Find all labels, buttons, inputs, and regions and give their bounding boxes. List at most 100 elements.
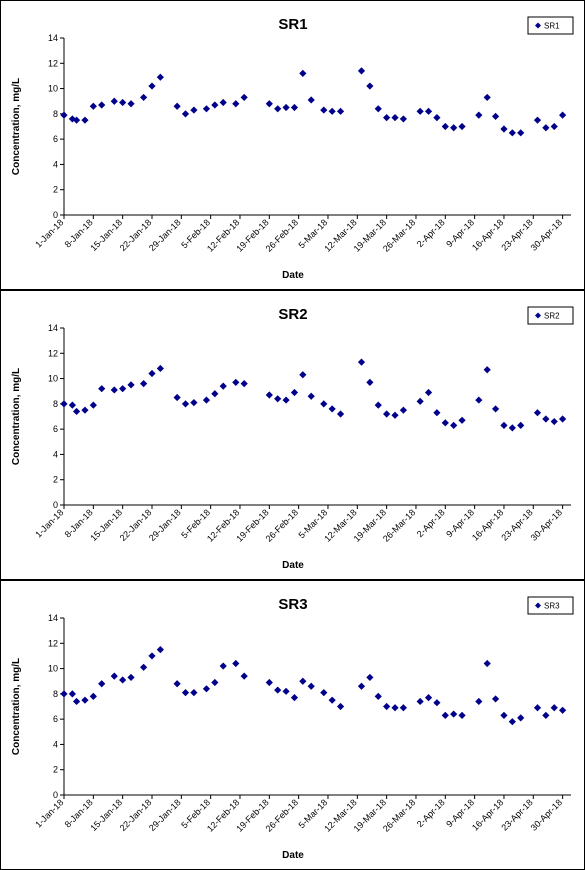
data-point	[274, 105, 282, 113]
data-point	[357, 358, 366, 366]
data-point	[156, 73, 164, 81]
y-axis-label: Concentration, mg/L	[11, 78, 22, 175]
data-point	[81, 696, 89, 704]
data-point	[290, 694, 299, 702]
data-point	[517, 714, 525, 722]
data-point	[441, 122, 449, 131]
data-point	[173, 680, 181, 688]
data-point	[559, 706, 567, 714]
data-point	[391, 114, 399, 122]
data-point	[374, 692, 382, 700]
data-point	[202, 396, 211, 404]
data-point	[491, 405, 500, 413]
data-point	[140, 93, 148, 102]
y-tick-label: 4	[53, 159, 58, 169]
data-point	[320, 688, 328, 697]
chart-sr1: SR1024681012141-Jan-188-Jan-1815-Jan-182…	[11, 16, 574, 281]
data-point	[559, 415, 567, 423]
legend: SR1	[527, 16, 574, 35]
data-point	[148, 652, 156, 660]
data-point	[416, 107, 424, 115]
data-point	[68, 690, 76, 698]
data-point	[517, 421, 525, 429]
x-tick-label: 1-Jan-18	[33, 797, 65, 829]
y-tick-label: 0	[53, 210, 58, 220]
legend-label: SR3	[544, 602, 560, 611]
data-point	[181, 688, 190, 697]
y-axis-label: Concentration, mg/L	[11, 658, 22, 755]
data-point	[383, 702, 391, 711]
y-tick-label: 8	[53, 689, 58, 699]
x-tick-label: 2-Apr-18	[415, 507, 447, 539]
y-tick-label: 0	[53, 790, 58, 800]
data-point	[533, 116, 542, 124]
data-point	[265, 678, 273, 687]
y-tick-label: 10	[48, 84, 58, 94]
y-tick-label: 4	[53, 449, 58, 459]
data-point	[500, 711, 508, 719]
legend-marker	[535, 602, 541, 609]
data-point	[219, 662, 227, 670]
data-point	[399, 704, 407, 712]
data-point	[173, 102, 181, 110]
y-tick-label: 6	[53, 714, 58, 724]
data-point	[232, 100, 240, 108]
x-tick-label: 30-Apr-18	[529, 217, 564, 252]
y-tick-label: 2	[53, 475, 58, 485]
legend-marker	[535, 22, 541, 29]
legend-box	[527, 596, 574, 615]
series-sr3	[60, 646, 567, 726]
data-point	[89, 401, 97, 409]
data-point	[299, 69, 307, 77]
y-tick-label: 12	[48, 348, 58, 358]
data-point	[320, 106, 328, 114]
data-point	[336, 410, 345, 418]
data-point	[232, 659, 240, 668]
data-point	[483, 93, 491, 102]
data-point	[328, 696, 336, 704]
data-point	[307, 392, 315, 400]
chart-sr3: SR3024681012141-Jan-188-Jan-1815-Jan-182…	[11, 596, 574, 861]
x-tick-label: 30-Apr-18	[529, 797, 564, 832]
data-point	[60, 111, 68, 119]
y-tick-label: 10	[48, 664, 58, 674]
data-point	[517, 129, 525, 137]
y-tick-label: 14	[48, 323, 58, 333]
data-point	[559, 111, 567, 119]
data-point	[374, 401, 382, 409]
data-point	[89, 692, 97, 700]
data-point	[458, 711, 466, 719]
y-tick-label: 14	[48, 613, 58, 623]
data-point	[491, 112, 500, 120]
data-point	[211, 678, 219, 687]
data-point	[366, 378, 374, 386]
data-point	[458, 122, 466, 131]
chart-sr2: SR2024681012141-Jan-188-Jan-1815-Jan-182…	[11, 306, 574, 571]
x-tick-label: 30-Apr-18	[529, 507, 564, 542]
data-point	[441, 711, 449, 719]
data-point	[542, 711, 550, 719]
data-point	[140, 663, 148, 671]
data-point	[110, 97, 118, 105]
data-point	[190, 398, 198, 407]
data-point	[416, 397, 424, 405]
y-tick-label: 6	[53, 424, 58, 434]
data-point	[68, 401, 76, 409]
data-point	[140, 380, 148, 388]
data-point	[416, 697, 424, 706]
data-point	[483, 659, 491, 668]
data-point	[81, 406, 89, 414]
data-point	[433, 114, 441, 122]
data-point	[441, 419, 449, 427]
data-point	[550, 417, 558, 426]
data-point	[98, 680, 106, 688]
data-point	[219, 382, 227, 390]
data-point	[508, 424, 516, 432]
legend-label: SR2	[544, 312, 560, 321]
y-tick-label: 0	[53, 500, 58, 510]
data-point	[328, 107, 336, 115]
data-point	[328, 405, 336, 413]
data-point	[119, 385, 127, 393]
data-point	[458, 416, 466, 424]
y-tick-label: 8	[53, 109, 58, 119]
